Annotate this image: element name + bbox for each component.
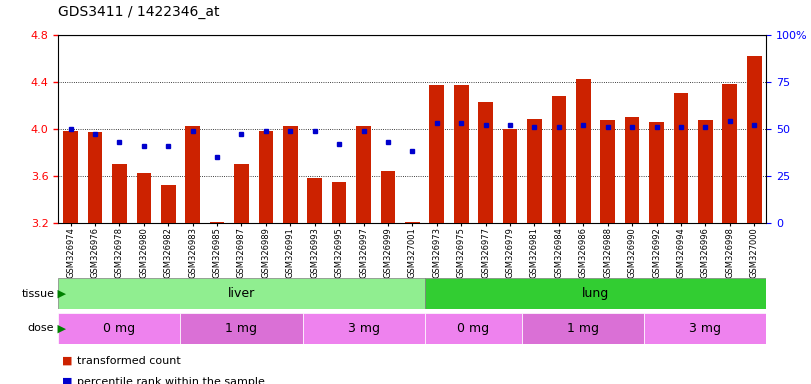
Text: ▶: ▶	[54, 289, 67, 299]
Bar	[186, 126, 200, 223]
Text: 3 mg: 3 mg	[689, 322, 721, 335]
Text: 1 mg: 1 mg	[225, 322, 258, 335]
Text: 1 mg: 1 mg	[567, 322, 599, 335]
Bar	[58, 278, 425, 309]
Bar	[283, 126, 298, 223]
Bar	[551, 96, 566, 223]
Bar	[503, 129, 517, 223]
Text: 3 mg: 3 mg	[348, 322, 380, 335]
Bar	[58, 313, 181, 344]
Bar	[234, 164, 249, 223]
Text: 0 mg: 0 mg	[103, 322, 135, 335]
Bar	[136, 173, 151, 223]
Bar	[181, 313, 303, 344]
Bar	[307, 178, 322, 223]
Bar	[674, 93, 689, 223]
Bar	[747, 56, 762, 223]
Bar	[425, 278, 766, 309]
Text: ▶: ▶	[54, 323, 67, 333]
Bar	[210, 222, 225, 223]
Text: dose: dose	[28, 323, 54, 333]
Bar	[624, 117, 639, 223]
Text: 0 mg: 0 mg	[457, 322, 490, 335]
Text: ■: ■	[62, 377, 73, 384]
Text: transformed count: transformed count	[77, 356, 181, 366]
Bar	[698, 121, 713, 223]
Text: lung: lung	[581, 287, 609, 300]
Bar	[527, 119, 542, 223]
Bar	[259, 131, 273, 223]
Text: GDS3411 / 1422346_at: GDS3411 / 1422346_at	[58, 5, 220, 19]
Text: liver: liver	[228, 287, 255, 300]
Bar	[723, 84, 737, 223]
Bar	[644, 313, 766, 344]
Bar	[478, 102, 493, 223]
Bar	[576, 79, 590, 223]
Bar	[522, 313, 644, 344]
Bar	[88, 132, 102, 223]
Bar	[650, 122, 664, 223]
Bar	[161, 185, 175, 223]
Bar	[332, 182, 346, 223]
Bar	[112, 164, 127, 223]
Bar	[356, 126, 371, 223]
Bar	[600, 121, 615, 223]
Bar	[405, 222, 420, 223]
Text: tissue: tissue	[21, 289, 54, 299]
Bar	[63, 131, 78, 223]
Bar	[380, 171, 395, 223]
Bar	[425, 313, 522, 344]
Text: percentile rank within the sample: percentile rank within the sample	[77, 377, 265, 384]
Bar	[454, 85, 469, 223]
Bar	[430, 85, 444, 223]
Bar	[303, 313, 425, 344]
Text: ■: ■	[62, 356, 73, 366]
